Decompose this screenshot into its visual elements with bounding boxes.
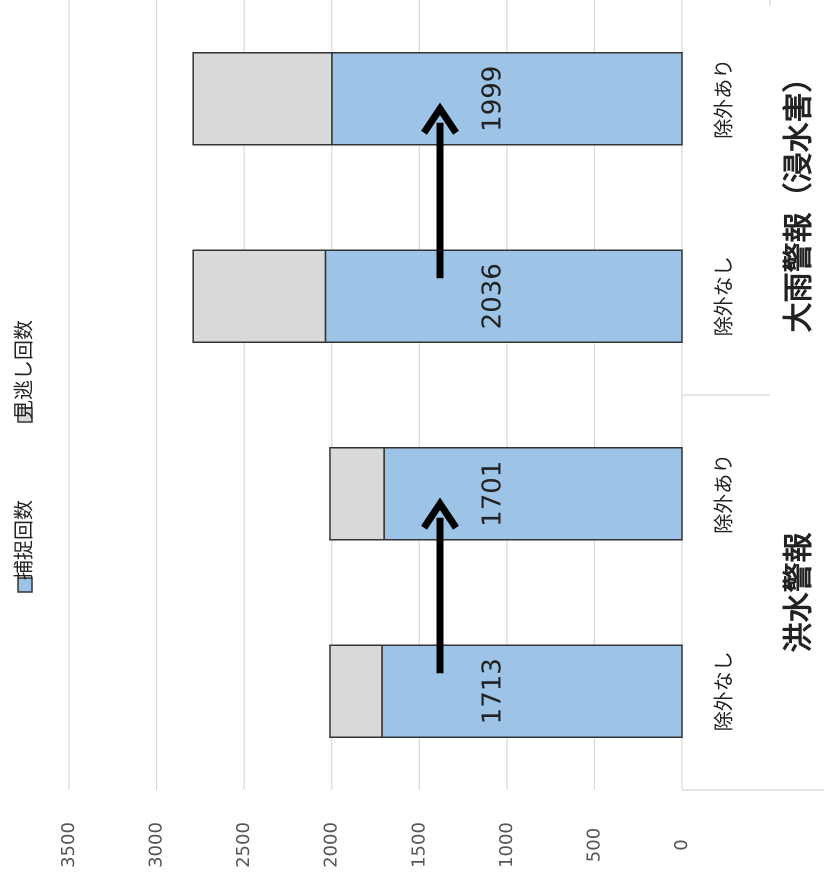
- arrow-head: [421, 497, 459, 530]
- y-tick-label: 1000: [496, 822, 517, 868]
- y-tick-label: 3000: [146, 822, 167, 868]
- bar-segment: [329, 644, 383, 738]
- x-tick-label: 除外なし: [712, 651, 736, 731]
- arrows: [421, 102, 459, 674]
- x-tick-label: 除外なし: [712, 256, 736, 336]
- bar-segment: [329, 447, 385, 541]
- bar-segment: [324, 249, 683, 343]
- legend-swatch: [17, 577, 33, 593]
- y-tick-label: 2500: [233, 822, 254, 868]
- y-tick-label: 3500: [58, 822, 79, 868]
- x-tick-label: 除外あり: [712, 59, 736, 139]
- value-label: 1701: [478, 461, 508, 527]
- value-label: 1713: [478, 658, 508, 724]
- bar-segment: [192, 249, 327, 343]
- legend-label: 捕捉回数: [12, 500, 36, 580]
- bar-segment: [383, 447, 683, 541]
- group-label: 洪水警報: [782, 532, 817, 653]
- y-tick-label: 1500: [408, 822, 429, 868]
- value-label: 1999: [478, 66, 508, 132]
- arrow-head: [421, 102, 459, 135]
- legend-swatch: [17, 407, 33, 423]
- bar-segment: [192, 52, 333, 146]
- x-tick-label: 除外あり: [712, 454, 736, 534]
- y-tick-label: 0: [671, 839, 692, 850]
- bar-segment: [331, 52, 683, 146]
- y-tick-label: 2000: [321, 822, 342, 868]
- group-label: 大雨警報（浸水害）: [782, 63, 817, 333]
- legend-label: 見逃し回数: [12, 320, 36, 420]
- bar-segment: [381, 644, 683, 738]
- y-tick-label: 500: [583, 828, 604, 862]
- value-label: 2036: [478, 263, 508, 329]
